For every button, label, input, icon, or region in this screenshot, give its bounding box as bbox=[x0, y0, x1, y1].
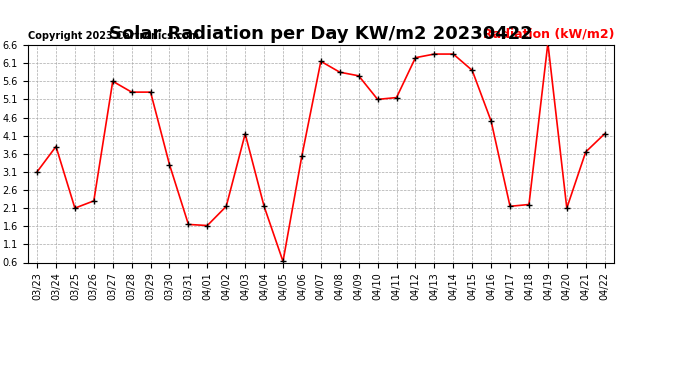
Text: Copyright 2023 Cartronics.com: Copyright 2023 Cartronics.com bbox=[28, 31, 199, 40]
Title: Solar Radiation per Day KW/m2 20230422: Solar Radiation per Day KW/m2 20230422 bbox=[109, 26, 533, 44]
Text: Radiation (kW/m2): Radiation (kW/m2) bbox=[482, 28, 614, 40]
